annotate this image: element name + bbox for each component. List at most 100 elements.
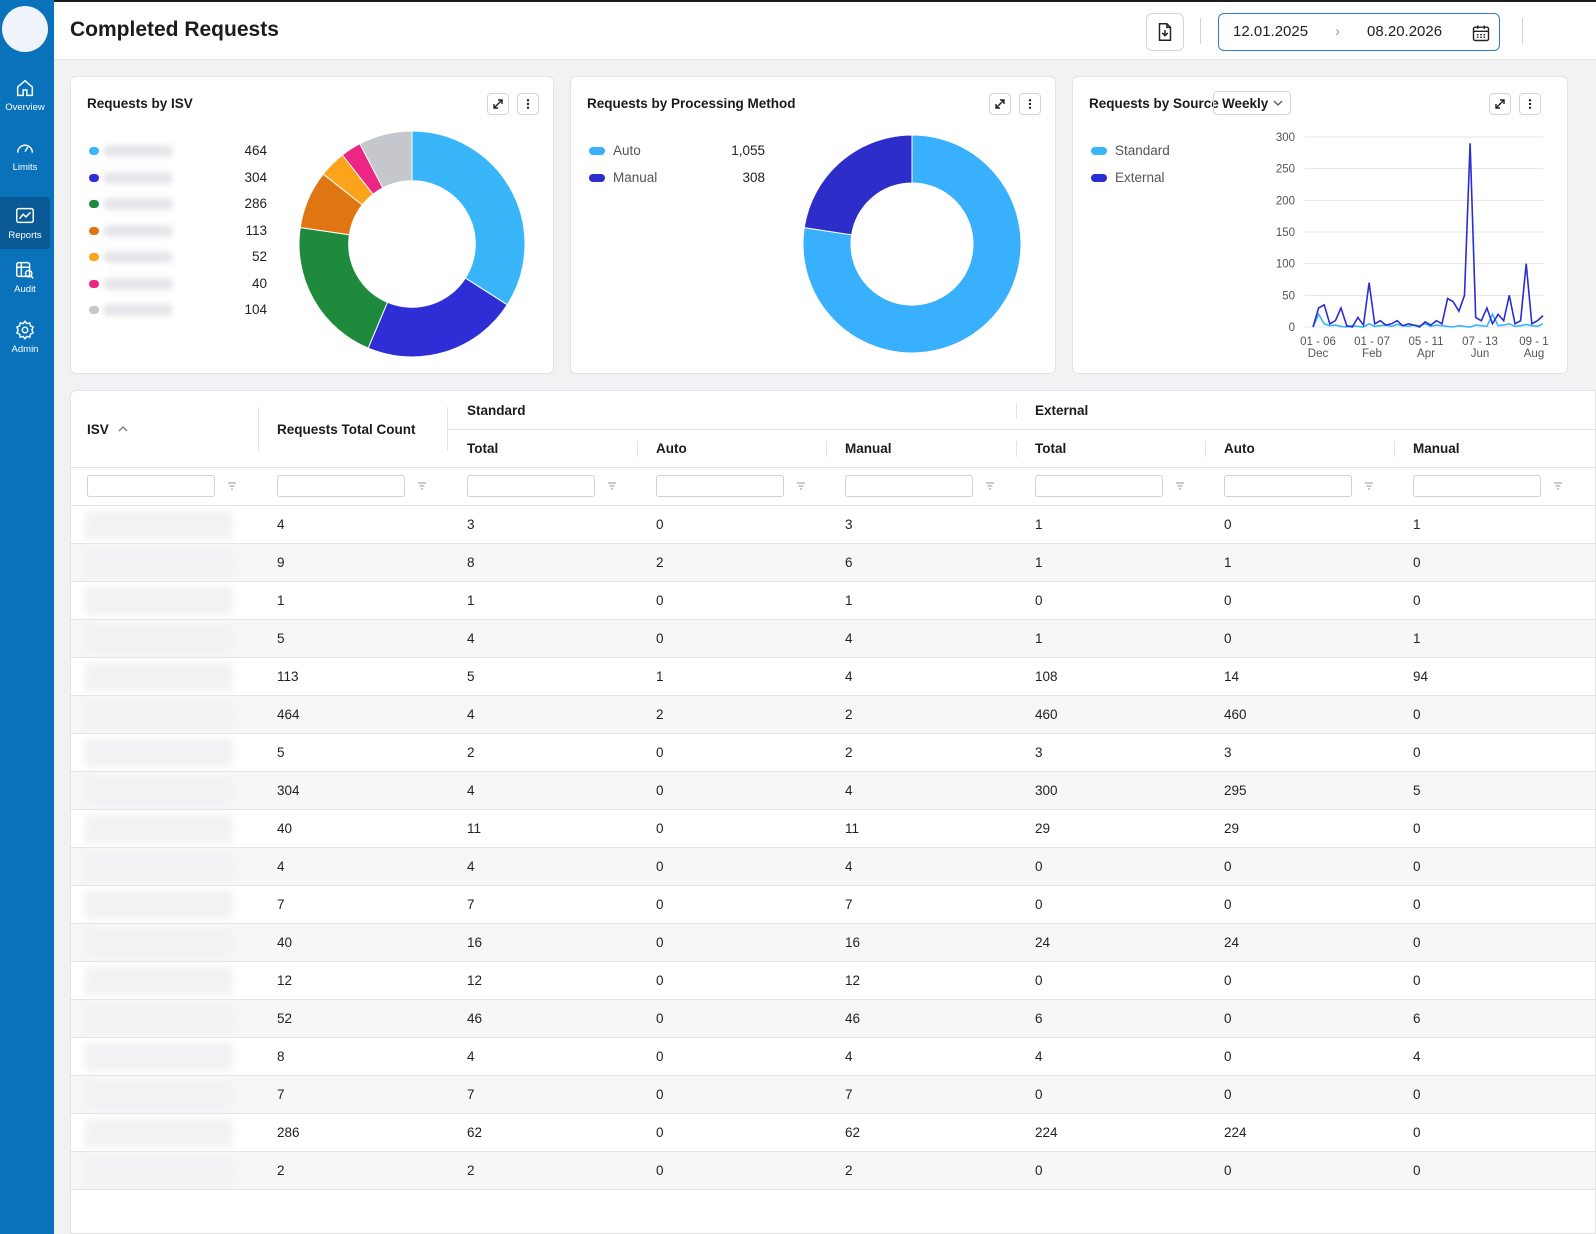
filter-icon[interactable]	[607, 481, 617, 491]
series-line-external[interactable]	[1312, 143, 1544, 328]
filter-icon[interactable]	[1175, 481, 1185, 491]
column-filter-input[interactable]	[1413, 475, 1541, 497]
table-row[interactable]: 7 7 0 7 0 0 0	[71, 886, 1595, 924]
filter-icon[interactable]	[1364, 481, 1374, 491]
sidebar-item-overview[interactable]: Overview	[0, 68, 50, 122]
table-cell: 0	[1413, 935, 1421, 950]
table-cell: 6	[1035, 1011, 1043, 1026]
table-row[interactable]: 1 1 0 1 0 0 0	[71, 582, 1595, 620]
table-row[interactable]: 5 4 0 4 1 0 1	[71, 620, 1595, 658]
legend-label-redacted	[103, 304, 173, 316]
column-header-standard-manual[interactable]: Manual	[845, 441, 892, 456]
table-cell: 7	[277, 897, 285, 912]
column-filter-input[interactable]	[656, 475, 784, 497]
legend-item[interactable]: Auto 1,055	[589, 143, 765, 159]
table-row[interactable]: 4 3 0 3 1 0 1	[71, 506, 1595, 544]
legend-item[interactable]: Standard	[1091, 143, 1211, 159]
more-options-button[interactable]	[517, 93, 539, 115]
table-cell: 0	[656, 631, 664, 646]
avatar[interactable]	[2, 6, 48, 52]
table-row[interactable]: 4 4 0 4 0 0 0	[71, 848, 1595, 886]
expand-button[interactable]	[487, 93, 509, 115]
date-range-picker[interactable]: 12.01.2025 › 08.20.2026	[1218, 13, 1500, 51]
expand-button[interactable]	[989, 93, 1011, 115]
table-row[interactable]: 464 4 2 2 460 460 0	[71, 696, 1595, 734]
legend-item[interactable]: Manual 308	[589, 170, 765, 186]
table-cell: 4	[845, 669, 853, 684]
table-cell: 6	[845, 555, 853, 570]
table-row[interactable]: 9 8 2 6 1 1 0	[71, 544, 1595, 582]
sidebar-item-reports[interactable]: Reports	[0, 197, 50, 249]
filter-icon[interactable]	[1553, 481, 1563, 491]
table-row[interactable]: 40 11 0 11 29 29 0	[71, 810, 1595, 848]
method-donut-chart	[802, 134, 1022, 354]
legend-item[interactable]: 304	[89, 170, 267, 186]
column-header-external-total[interactable]: Total	[1035, 441, 1067, 456]
legend-item[interactable]: 464	[89, 143, 267, 159]
filter-icon[interactable]	[796, 481, 806, 491]
column-header-external-manual[interactable]: Manual	[1413, 441, 1460, 456]
table-row[interactable]: 40 16 0 16 24 24 0	[71, 924, 1595, 962]
x-tick-label: 01 - 06	[1300, 336, 1336, 348]
filter-icon[interactable]	[417, 481, 427, 491]
y-tick-label: 0	[1289, 322, 1295, 334]
table-row[interactable]: 304 4 0 4 300 295 5	[71, 772, 1595, 810]
legend-item[interactable]: 286	[89, 196, 267, 212]
column-filter-input[interactable]	[467, 475, 595, 497]
legend-item[interactable]: External	[1091, 170, 1211, 186]
table-row[interactable]: 8 4 0 4 4 0 4	[71, 1038, 1595, 1076]
date-to[interactable]: 08.20.2026	[1367, 23, 1443, 40]
donut-slice[interactable]	[802, 134, 1022, 354]
column-filter-input[interactable]	[277, 475, 405, 497]
sidebar-item-label: Admin	[11, 344, 39, 355]
granularity-dropdown[interactable]: Weekly	[1213, 91, 1291, 115]
series-line-standard[interactable]	[1312, 312, 1544, 328]
expand-button[interactable]	[1489, 93, 1511, 115]
column-filter-input[interactable]	[87, 475, 215, 497]
more-options-button[interactable]	[1519, 93, 1541, 115]
date-from[interactable]: 12.01.2025	[1233, 23, 1309, 40]
donut-slice[interactable]	[298, 226, 389, 349]
filter-icon[interactable]	[985, 481, 995, 491]
column-filter-input[interactable]	[1224, 475, 1352, 497]
table-row[interactable]: 5 2 0 2 3 3 0	[71, 734, 1595, 772]
legend-item[interactable]: 113	[89, 223, 267, 239]
table-cell: 12	[845, 973, 861, 988]
table-cell: 2	[845, 707, 853, 722]
sidebar-item-admin[interactable]: Admin	[0, 310, 50, 364]
column-header-isv[interactable]: ISV	[87, 422, 129, 437]
donut-slice[interactable]	[411, 130, 526, 306]
column-divider	[1016, 441, 1017, 457]
sidebar-item-audit[interactable]: Audit	[0, 250, 50, 304]
table-cell: 0	[656, 1125, 664, 1140]
donut-slice[interactable]	[803, 134, 913, 236]
column-header-total-count[interactable]: Requests Total Count	[277, 422, 416, 437]
table-row[interactable]: 7 7 0 7 0 0 0	[71, 1076, 1595, 1114]
column-filter-input[interactable]	[845, 475, 973, 497]
column-header-external-auto[interactable]: Auto	[1224, 441, 1255, 456]
column-divider	[447, 407, 448, 451]
table-row[interactable]: 2 2 0 2 0 0 0	[71, 1152, 1595, 1190]
legend-item[interactable]: 52	[89, 249, 267, 265]
table-row[interactable]: 52 46 0 46 6 0 6	[71, 1000, 1595, 1038]
column-filter-input[interactable]	[1035, 475, 1163, 497]
table-cell: 0	[656, 783, 664, 798]
export-button[interactable]	[1146, 13, 1184, 51]
filter-icon[interactable]	[227, 481, 237, 491]
column-header-standard-auto[interactable]: Auto	[656, 441, 687, 456]
table-row[interactable]: 286 62 0 62 224 224 0	[71, 1114, 1595, 1152]
legend-item[interactable]: 104	[89, 302, 267, 318]
table-row[interactable]: 12 12 0 12 0 0 0	[71, 962, 1595, 1000]
table-cell: 7	[845, 1087, 853, 1102]
calendar-icon[interactable]	[1471, 23, 1491, 43]
table-cell: 11	[467, 821, 482, 836]
legend-item[interactable]: 40	[89, 276, 267, 292]
column-header-standard-total[interactable]: Total	[467, 441, 499, 456]
legend-label-redacted	[103, 251, 173, 263]
table-cell: 16	[845, 935, 861, 950]
sort-ascending-icon[interactable]	[117, 424, 129, 434]
more-options-button[interactable]	[1019, 93, 1041, 115]
table-row[interactable]: 113 5 1 4 108 14 94	[71, 658, 1595, 696]
donut-slice[interactable]	[359, 130, 413, 189]
sidebar-item-limits[interactable]: Limits	[0, 128, 50, 182]
